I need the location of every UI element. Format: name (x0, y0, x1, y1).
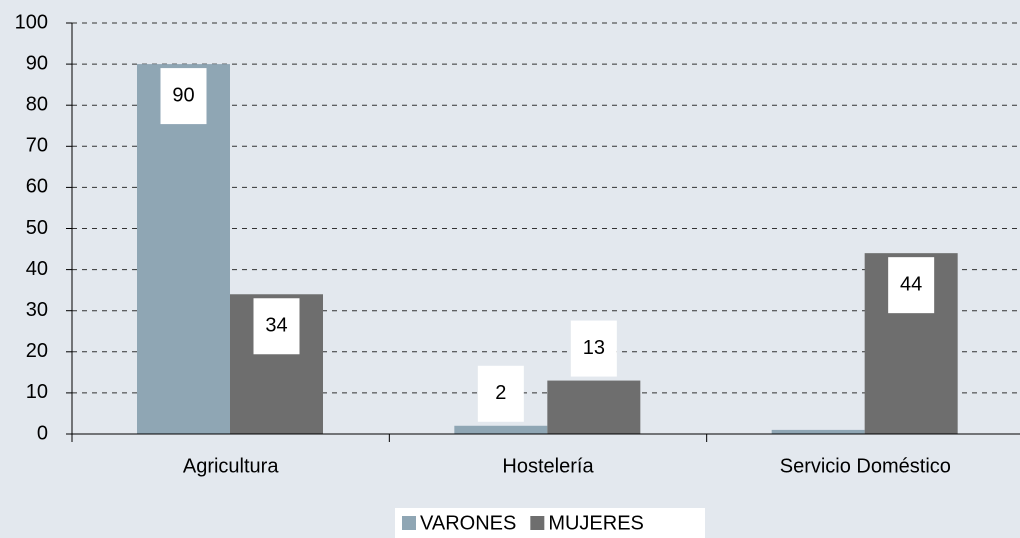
x-tick-label: Agricultura (183, 455, 279, 477)
legend-swatch (402, 516, 416, 530)
y-tick-label: 90 (26, 52, 48, 74)
x-tick-label: Hostelería (502, 455, 594, 477)
y-tick-label: 100 (15, 11, 48, 33)
bar (547, 380, 641, 434)
y-tick-label: 30 (26, 299, 48, 321)
label-box (570, 320, 617, 377)
data-label: 34 (265, 315, 287, 337)
y-tick-label: 70 (26, 135, 48, 157)
legend-box (395, 508, 705, 538)
bar (771, 429, 865, 434)
y-tick-label: 60 (26, 176, 48, 198)
y-tick-label: 20 (26, 340, 48, 362)
label-box (253, 298, 300, 355)
data-label: 2 (495, 382, 506, 404)
legend-label: VARONES (420, 512, 516, 534)
bar (137, 64, 230, 434)
bar (454, 425, 548, 434)
x-tick-label: Servicio Doméstico (780, 455, 951, 477)
data-label: 90 (172, 84, 194, 106)
legend-swatch (530, 516, 545, 530)
label-box (888, 257, 935, 314)
data-label: 44 (900, 273, 922, 295)
legend-label: MUJERES (548, 512, 644, 534)
y-tick-label: 40 (26, 258, 48, 280)
data-label: 13 (583, 337, 605, 359)
y-tick-label: 50 (26, 217, 48, 239)
y-tick-label: 10 (26, 381, 48, 403)
y-tick-label: 80 (26, 93, 48, 115)
y-tick-label: 0 (37, 422, 48, 444)
label-box (477, 365, 524, 422)
label-box (160, 68, 207, 125)
